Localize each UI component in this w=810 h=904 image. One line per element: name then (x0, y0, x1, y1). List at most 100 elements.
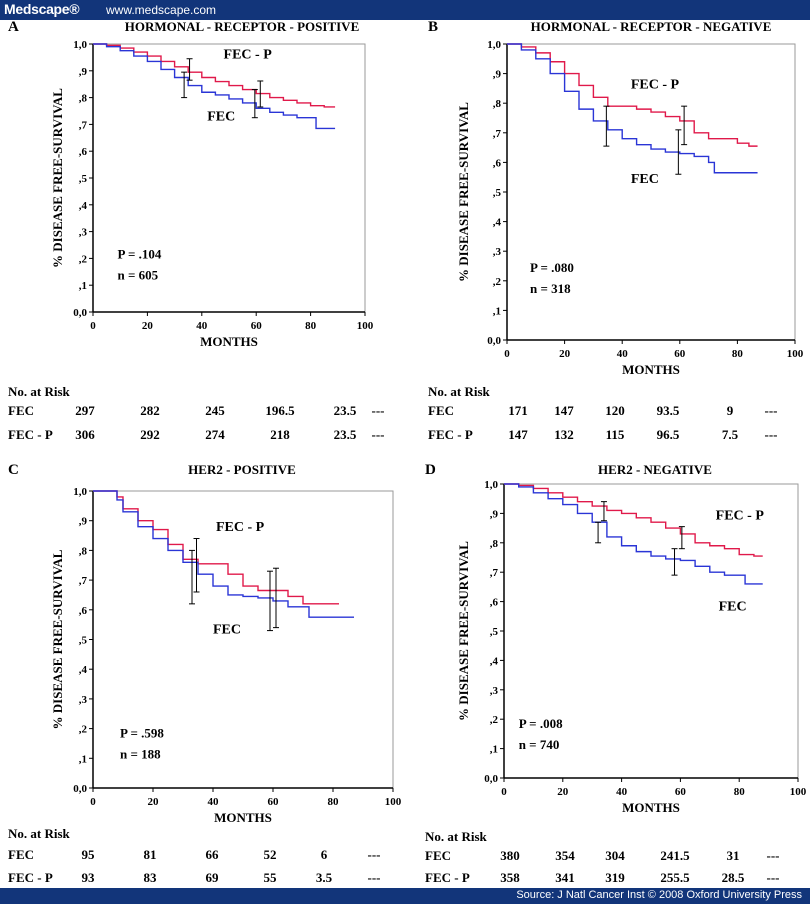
p-value: P = .080 (530, 260, 574, 275)
y-tick-label: ,1 (79, 280, 87, 292)
y-tick-label: 0,0 (484, 773, 498, 785)
risk-cell: 93.5 (657, 403, 680, 418)
y-axis-label: % DISEASE FREE-SURVIVAL (456, 541, 471, 721)
y-tick-label: ,1 (493, 305, 501, 317)
y-tick-label: 0,0 (73, 783, 87, 795)
x-tick-label: 20 (557, 786, 569, 798)
risk-cell: 241.5 (660, 848, 690, 863)
medscape-logo[interactable]: Medscape® (4, 1, 80, 17)
risk-cell: 255.5 (660, 870, 690, 885)
risk-row-label: FEC (8, 403, 34, 418)
chart-title: HER2 - NEGATIVE (598, 462, 712, 477)
risk-cell: 96.5 (657, 427, 680, 442)
risk-cell: 28.5 (722, 870, 745, 885)
y-tick-label: 0,0 (487, 335, 501, 347)
x-tick-label: 60 (268, 796, 280, 808)
series-line-fec-p (93, 43, 336, 108)
risk-row-label: FEC (425, 848, 451, 863)
y-tick-label: ,6 (490, 597, 499, 609)
x-tick-label: 0 (504, 348, 510, 360)
risk-cell: 23.5 (334, 403, 357, 418)
series-line-fec (507, 43, 758, 174)
x-tick-label: 80 (328, 796, 340, 808)
risk-cell: 319 (605, 870, 625, 885)
risk-cell: 196.5 (265, 403, 295, 418)
p-value: P = .104 (117, 246, 161, 261)
series-label: FEC - P (716, 508, 765, 523)
risk-cell: 354 (555, 848, 575, 863)
y-tick-label: ,6 (493, 157, 502, 169)
risk-cell: 120 (605, 403, 625, 418)
panel-letter: A (8, 19, 19, 35)
x-tick-label: 100 (357, 320, 374, 332)
risk-cell: 81 (144, 847, 157, 862)
risk-cell: --- (372, 427, 385, 442)
x-tick-label: 60 (251, 320, 263, 332)
x-tick-label: 100 (385, 796, 402, 808)
y-tick-label: ,2 (490, 714, 499, 726)
panel-letter: B (428, 19, 438, 35)
y-tick-label: ,9 (79, 66, 88, 78)
chart-title: HORMONAL - RECEPTOR - POSITIVE (125, 19, 360, 34)
risk-cell: 7.5 (722, 427, 739, 442)
x-tick-label: 80 (734, 786, 746, 798)
series-label: FEC (213, 623, 241, 638)
risk-cell: 52 (264, 847, 277, 862)
y-tick-label: ,1 (490, 744, 498, 756)
p-value: P = .598 (120, 726, 164, 741)
p-value: P = .008 (519, 716, 563, 731)
y-axis-label: % DISEASE FREE-SURVIVAL (456, 102, 471, 282)
panel-letter: C (8, 462, 19, 478)
y-tick-label: ,3 (79, 227, 88, 239)
chart-panel-b: B HORMONAL - RECEPTOR - NEGATIVE 0,0 ,1 ,2 ,3… (428, 19, 804, 442)
chart-panel-c: C HER2 - POSITIVE 0,0 ,1 ,2 ,3 ,4 ,5 ,6 ,7 ,8 ,9 1,0… (8, 462, 402, 885)
risk-cell: 115 (606, 427, 625, 442)
x-tick-label: 40 (617, 348, 629, 360)
x-tick-label: 0 (90, 796, 96, 808)
series-label: FEC - P (631, 77, 680, 92)
risk-cell: 171 (508, 403, 528, 418)
risk-table-header: No. at Risk (8, 384, 71, 399)
y-tick-label: ,4 (490, 655, 499, 667)
risk-row-label: FEC - P (8, 870, 53, 885)
risk-cell: --- (368, 870, 381, 885)
y-tick-label: ,3 (79, 694, 88, 706)
x-tick-label: 60 (674, 348, 686, 360)
y-tick-label: ,4 (79, 664, 88, 676)
x-axis-label: MONTHS (622, 800, 680, 815)
y-tick-label: ,6 (79, 146, 88, 158)
y-tick-label: ,5 (490, 626, 499, 638)
series-line-fec (504, 483, 763, 585)
chart-title: HORMONAL - RECEPTOR - NEGATIVE (531, 19, 772, 34)
chart-panel-d: D HER2 - NEGATIVE 0,0 ,1 ,2 ,3 ,4 ,5 ,6 ,7 ,8 ,9 1,0… (425, 462, 807, 885)
y-tick-label: ,5 (493, 187, 502, 199)
x-axis-label: MONTHS (214, 810, 272, 825)
risk-cell: 23.5 (334, 427, 357, 442)
series-label: FEC (719, 599, 747, 614)
risk-cell: 31 (727, 848, 740, 863)
y-tick-label: ,3 (493, 246, 502, 258)
risk-table-header: No. at Risk (8, 826, 71, 841)
y-tick-label: ,7 (79, 575, 88, 587)
x-tick-label: 40 (208, 796, 220, 808)
risk-row-label: FEC - P (8, 427, 53, 442)
y-tick-label: ,8 (493, 98, 502, 110)
site-url[interactable]: www.medscape.com (106, 3, 217, 17)
risk-row-label: FEC (8, 847, 34, 862)
x-tick-label: 0 (501, 786, 507, 798)
y-tick-label: ,6 (79, 605, 88, 617)
y-tick-label: 1,0 (73, 486, 87, 498)
n-value: n = 318 (530, 281, 571, 296)
y-tick-label: ,2 (493, 276, 502, 288)
risk-cell: 274 (205, 427, 225, 442)
risk-cell: 297 (75, 403, 95, 418)
source-credit: Source: J Natl Cancer Inst © 2008 Oxford… (516, 889, 802, 901)
risk-cell: --- (765, 403, 778, 418)
risk-row-label: FEC - P (428, 427, 473, 442)
header-bar: Medscape® www.medscape.com (0, 0, 810, 20)
y-tick-label: ,9 (493, 69, 502, 81)
risk-cell: 341 (555, 870, 575, 885)
x-tick-label: 100 (790, 786, 807, 798)
series-line-fec-p (507, 43, 758, 147)
